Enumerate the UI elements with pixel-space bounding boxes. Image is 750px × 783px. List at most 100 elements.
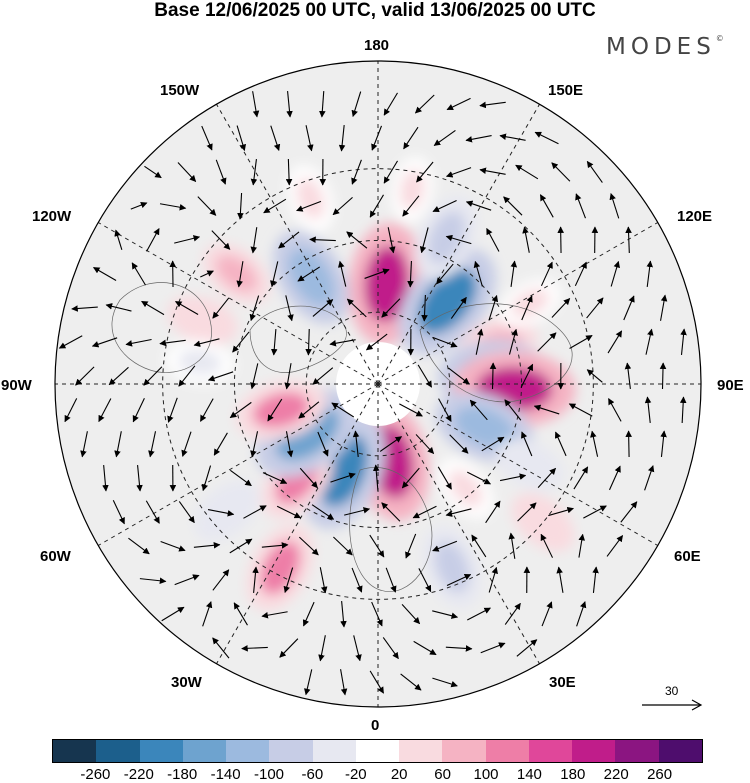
- colorbar-swatch: [442, 740, 486, 762]
- wind-vector: [75, 366, 95, 386]
- wind-vector: [522, 226, 530, 253]
- wind-vector: [609, 192, 620, 219]
- wind-vector: [659, 362, 667, 390]
- wind-vector: [284, 363, 292, 390]
- wind-vector: [174, 235, 201, 244]
- wind-vector: [488, 294, 499, 321]
- wind-vector: [296, 200, 322, 212]
- wind-vector: [243, 505, 267, 519]
- wind-vector: [382, 637, 399, 660]
- colorbar-tick-label: 140: [516, 766, 542, 783]
- lon-label-180: 180: [364, 37, 390, 54]
- wind-vector: [415, 434, 435, 455]
- meridian-line: [98, 222, 379, 385]
- wind-vector: [548, 506, 574, 517]
- wind-vector: [407, 260, 414, 288]
- wind-vector: [199, 398, 214, 422]
- wind-vector: [338, 260, 347, 287]
- wind-vector: [92, 267, 117, 281]
- wind-vector: [385, 567, 397, 593]
- wind-vector: [479, 101, 506, 109]
- colorbar-swatch: [355, 740, 400, 762]
- wind-vector: [537, 467, 556, 489]
- wind-vector: [479, 167, 506, 175]
- colorbar-swatch: [96, 740, 140, 762]
- wind-vector: [365, 333, 388, 351]
- wind-vector: [71, 305, 98, 312]
- wind-vector: [586, 369, 603, 383]
- colorbar-tick-label: 60: [434, 766, 451, 783]
- wind-vector: [485, 500, 501, 524]
- wind-vector: [508, 328, 518, 355]
- wind-vector: [178, 501, 195, 524]
- wind-vector: [399, 403, 423, 417]
- wind-vector: [606, 535, 624, 557]
- wind-vector: [551, 162, 571, 182]
- wind-vector: [445, 234, 472, 245]
- wind-vector: [540, 261, 553, 287]
- wind-vector: [590, 430, 599, 457]
- wind-vector: [608, 398, 622, 422]
- wind-vector: [489, 362, 497, 390]
- wind-vector: [499, 133, 526, 141]
- lon-label-60w: 60W: [40, 548, 71, 565]
- wind-vector: [401, 604, 421, 625]
- wind-vector: [207, 371, 234, 382]
- wind-vector: [241, 644, 268, 652]
- wind-vector: [286, 91, 293, 118]
- wind-vector: [516, 639, 538, 657]
- wind-vectors: [58, 90, 687, 696]
- colorbar-tick-label: -140: [210, 766, 241, 783]
- wind-vector: [202, 601, 213, 627]
- wind-vector: [200, 270, 214, 278]
- wind-vector: [302, 601, 315, 627]
- wind-vector: [312, 299, 334, 317]
- wind-vector: [644, 396, 652, 423]
- wind-vector: [193, 541, 221, 549]
- colorbar-tick-label: -180: [167, 766, 198, 783]
- wind-vector: [448, 367, 470, 385]
- wind-vector: [181, 431, 192, 457]
- wind-vector: [128, 537, 150, 555]
- wind-vector: [400, 673, 422, 691]
- wind-vector: [417, 364, 432, 388]
- anomaly-core: [178, 349, 222, 375]
- colorbar-swatch: [53, 740, 97, 762]
- wind-vector: [143, 366, 163, 386]
- wind-vector: [215, 159, 227, 185]
- wind-vector: [465, 200, 492, 211]
- wind-vector: [383, 160, 399, 184]
- wind-vector: [261, 611, 288, 619]
- anomaly-core: [417, 269, 477, 334]
- wind-vector: [193, 338, 220, 347]
- lon-label-30e: 30E: [549, 674, 576, 691]
- anomaly-core: [364, 245, 410, 322]
- wind-vector: [299, 467, 318, 489]
- wind-vector: [645, 328, 654, 355]
- colorbar-swatch: [269, 740, 313, 762]
- wind-vector: [521, 295, 533, 321]
- meridian-line: [98, 383, 379, 546]
- lon-label-120w: 120W: [32, 208, 72, 225]
- wind-vector: [680, 328, 687, 355]
- wind-vector: [112, 500, 125, 525]
- wind-vector: [178, 365, 196, 387]
- wind-vector: [387, 227, 396, 254]
- wind-vector: [305, 328, 312, 356]
- wind-vector: [517, 502, 537, 522]
- wind-vector: [250, 431, 259, 458]
- wind-vector: [466, 471, 491, 485]
- lon-label-30w: 30W: [171, 674, 202, 691]
- wind-vector: [340, 669, 348, 696]
- wind-vector: [405, 533, 417, 559]
- wind-vector: [279, 638, 299, 658]
- wind-vector: [213, 432, 228, 456]
- wind-vector: [212, 637, 230, 659]
- wind-vector: [298, 536, 319, 556]
- wind-vector: [262, 472, 288, 484]
- wind-vector: [174, 301, 199, 315]
- colorbar-swatch: [139, 740, 183, 762]
- wind-vector: [608, 465, 621, 491]
- colorbar-swatch: [658, 740, 702, 762]
- wind-vector: [539, 194, 554, 218]
